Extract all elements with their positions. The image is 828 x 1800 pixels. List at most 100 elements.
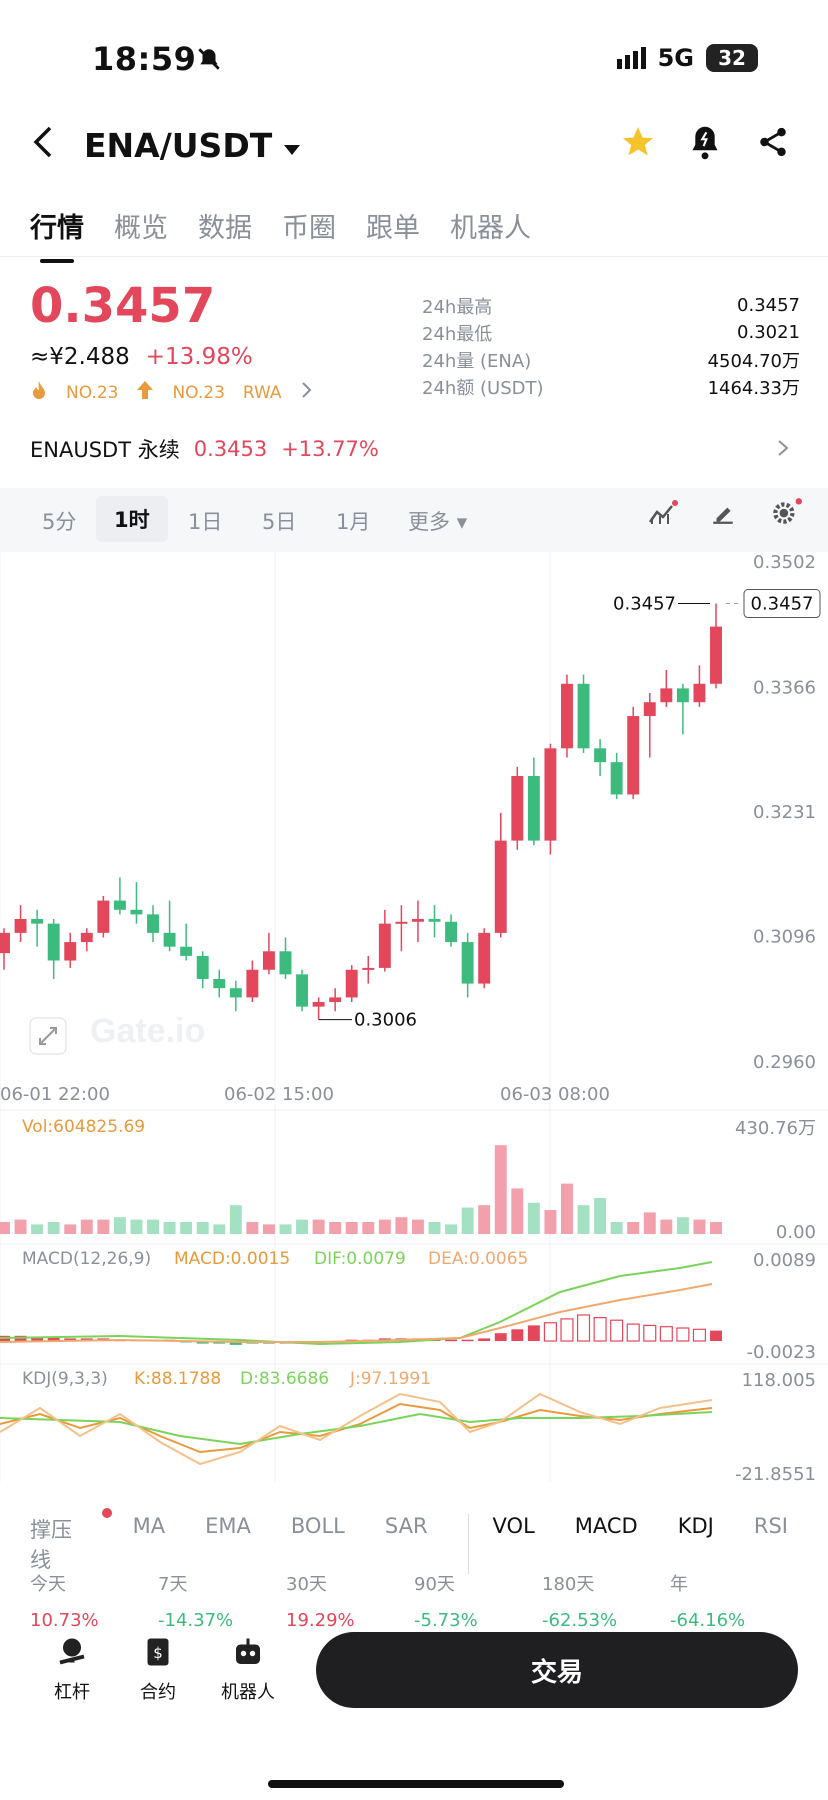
perf-180d: 180天 -62.53% (542, 1574, 618, 1631)
volume-bar (594, 1198, 607, 1234)
nav-futures[interactable]: $ 合约 (122, 1634, 194, 1704)
candle-body (97, 900, 110, 933)
macd-bar (643, 1324, 657, 1342)
volume-bar (213, 1224, 226, 1234)
tf-1d[interactable]: 1日 (188, 510, 223, 534)
volume-bar (279, 1224, 292, 1234)
volume-bar (461, 1207, 474, 1234)
tab-ma[interactable]: MA (132, 1514, 166, 1538)
volume-bar (577, 1205, 590, 1234)
expand-arrow-icon (39, 1027, 57, 1045)
tab-boll[interactable]: BOLL (290, 1514, 345, 1538)
tf-5d[interactable]: 5日 (262, 510, 297, 534)
macd-bar (692, 1328, 707, 1342)
kdj-title: KDJ(9,3,3) (22, 1369, 108, 1389)
macd-bar (576, 1314, 591, 1342)
tf-1h[interactable]: 1时 (96, 496, 168, 542)
perp-chevron-icon[interactable] (776, 438, 790, 462)
macd-bar (229, 1341, 242, 1345)
stats-panel: 24h最高 0.3457 24h最低 0.3021 24h量 (ENA) 4504.7… (422, 292, 800, 400)
volume-bar (610, 1222, 623, 1234)
macd-title: MACD(12,26,9) (22, 1249, 151, 1269)
volume-bar (64, 1224, 77, 1234)
perpetual-row[interactable]: ENAUSDT 永续 0.3453 +13.77% (30, 434, 379, 464)
tf-more[interactable]: 更多 ▾ (408, 510, 468, 534)
macd-bar (445, 1339, 458, 1342)
perf-7d: 7天 -14.37% (158, 1574, 234, 1631)
tab-macd[interactable]: MACD (574, 1514, 638, 1538)
dif-value: DIF:0.0079 (314, 1249, 406, 1269)
candle-body (180, 946, 193, 956)
price-chart[interactable]: Gate.io 0.3502 0.3366 0.3231 0.3096 0.2960 06-… (0, 552, 828, 1502)
indicator-icon[interactable] (648, 500, 678, 530)
high-marker-label: 0.3457 (613, 594, 676, 615)
volume-bar (378, 1219, 391, 1234)
tab-overview[interactable]: 概览 (114, 213, 168, 244)
tab-kdj[interactable]: KDJ (677, 1514, 714, 1538)
tab-support-resistance[interactable]: 撑压线 (30, 1518, 72, 1572)
volume-bar (80, 1219, 93, 1234)
volume-bar (312, 1219, 325, 1234)
nav-bot[interactable]: 机器人 (208, 1634, 288, 1704)
candle-body (445, 921, 458, 943)
trade-button[interactable]: 交易 (316, 1632, 798, 1708)
y-tick-label: 0.3096 (753, 927, 816, 948)
tf-5m[interactable]: 5分 (42, 510, 77, 534)
draw-icon[interactable] (710, 500, 736, 530)
volume-bar (362, 1222, 375, 1234)
perp-name: ENAUSDT 永续 (30, 438, 180, 462)
rise-arrow-icon (136, 380, 154, 405)
candle-body (345, 969, 358, 998)
tab-community[interactable]: 币圈 (282, 213, 336, 244)
d-value: D:83.6686 (240, 1369, 329, 1389)
tab-sar[interactable]: SAR (384, 1514, 428, 1538)
status-time: 18:59 (92, 40, 197, 78)
chevron-right-icon (300, 381, 312, 404)
tab-market[interactable]: 行情 (30, 206, 84, 263)
macd-value: MACD:0.0015 (174, 1249, 290, 1269)
tf-1mo[interactable]: 1月 (336, 510, 371, 534)
volume-bar (527, 1202, 540, 1234)
back-icon[interactable] (30, 124, 56, 164)
rank-badges[interactable]: NO.23 NO.23 RWA (30, 380, 312, 405)
macd-bar (676, 1327, 690, 1342)
tab-copy-trading[interactable]: 跟单 (366, 213, 420, 244)
share-icon[interactable] (756, 124, 790, 164)
alert-bell-icon[interactable] (688, 124, 722, 164)
candle-body (693, 683, 706, 703)
price-change: +13.98% (145, 344, 253, 370)
volume-bar (544, 1210, 557, 1234)
candle-body (627, 716, 640, 795)
candle-body (64, 942, 77, 961)
volume-bar (296, 1219, 309, 1234)
settings-gear-icon[interactable] (770, 498, 802, 530)
perf-30d: 30天 19.29% (286, 1574, 355, 1631)
stat-row: 24h额 (USDT) 1464.33万 (422, 377, 800, 399)
pair-selector[interactable]: ENA/USDT (84, 126, 301, 165)
macd-bar (560, 1318, 574, 1342)
status-right: 5G 32 (616, 44, 758, 72)
tag-rwa: RWA (242, 382, 282, 403)
candle-body (213, 978, 226, 989)
indicator-tabs: 撑压线 MA EMA BOLL SAR VOL MACD KDJ RSI (30, 1514, 828, 1574)
candle-body (130, 909, 143, 915)
y-tick-label: 0.3231 (753, 802, 816, 823)
volume-min: 0.00 (776, 1222, 816, 1243)
candle-body (577, 683, 590, 749)
candle-body (147, 914, 159, 933)
j-line (0, 1392, 713, 1466)
tab-rsi[interactable]: RSI (753, 1514, 788, 1538)
candle-body (660, 688, 673, 703)
candle-body (461, 942, 474, 984)
volume-bar (329, 1222, 342, 1234)
candle-body (378, 923, 391, 968)
tab-ema[interactable]: EMA (205, 1514, 251, 1538)
nav-margin[interactable]: 杠杆 (36, 1634, 108, 1704)
dea-value: DEA:0.0065 (428, 1249, 528, 1269)
macd-bar (543, 1322, 557, 1342)
tab-bots[interactable]: 机器人 (450, 213, 531, 244)
tab-vol[interactable]: VOL (467, 1514, 535, 1574)
tab-data[interactable]: 数据 (198, 213, 252, 244)
cny-price: ≈¥2.488 (30, 344, 130, 370)
star-icon[interactable] (620, 124, 656, 164)
